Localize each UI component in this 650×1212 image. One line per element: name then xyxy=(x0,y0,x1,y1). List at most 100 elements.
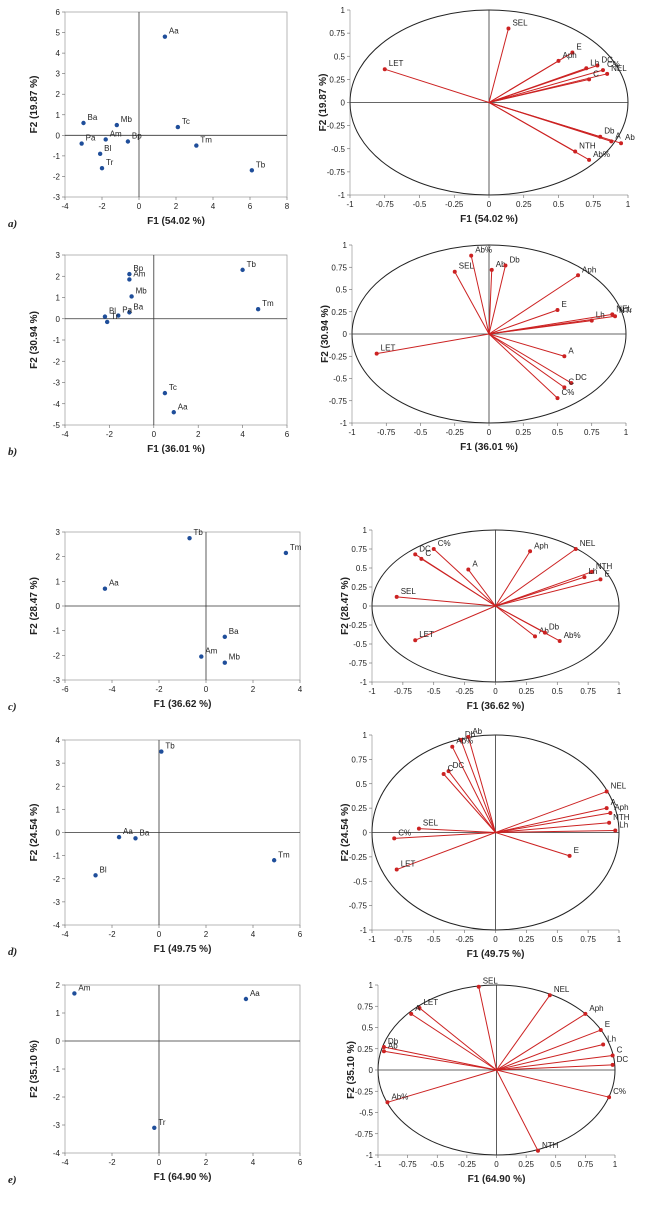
point-label-mb: Mb xyxy=(136,286,148,295)
x-tick-label: 6 xyxy=(285,430,290,439)
y-tick-label: 0.75 xyxy=(357,1002,373,1011)
y-axis-label: F2 (28.47 %) xyxy=(340,577,351,635)
point-label-ab: Ab xyxy=(625,133,635,142)
x-tick-label: -2 xyxy=(108,1158,116,1167)
loading-vector-sel xyxy=(418,828,496,833)
y-tick-label: 0.25 xyxy=(351,583,367,592)
point-label-let: LET xyxy=(423,998,438,1007)
point-label-db: Db xyxy=(509,255,520,264)
y-tick-label: -2 xyxy=(53,651,61,660)
loading-point-ab xyxy=(381,1049,386,1054)
point-label-tc: Tc xyxy=(169,383,177,392)
loading-point-a xyxy=(466,567,471,572)
c-scores-chart: -6 -4 -2 0 2 4 -3 -2 -1 0 1 2 3 F1 (36.62 %) F2 (28.47… xyxy=(8,528,303,713)
point-label-pa: Pa xyxy=(122,306,132,315)
y-tick-label: 1 xyxy=(369,981,374,990)
point-label-c: C xyxy=(593,69,599,78)
point-label-mb: Mb xyxy=(229,653,241,662)
y-tick-label: 4 xyxy=(56,49,61,58)
y-tick-label: 0.25 xyxy=(357,1045,373,1054)
y-axis-label: F2 (35.10 %) xyxy=(346,1041,357,1099)
y-tick-label: 0 xyxy=(363,602,368,611)
x-tick-label: -2 xyxy=(108,930,116,939)
y-tick-label: -0.25 xyxy=(327,122,346,131)
y-tick-label: 0 xyxy=(56,315,61,324)
y-tick-label: 0 xyxy=(56,1037,61,1046)
loading-vector-sel xyxy=(478,986,497,1071)
loading-vector-ab xyxy=(488,102,590,161)
y-axis-label: F2 (19.87 %) xyxy=(29,76,40,134)
x-tick-label: -0.25 xyxy=(456,687,475,696)
point-label-ab: Ab xyxy=(496,260,506,269)
loading-vector-ab xyxy=(495,605,536,637)
score-point-aa xyxy=(171,410,176,415)
loading-vector-c xyxy=(443,773,496,833)
point-label-bp: Bp xyxy=(133,264,143,273)
score-point-am xyxy=(103,137,108,142)
point-label-pa: Pa xyxy=(86,134,96,143)
loading-point-ab xyxy=(619,141,624,146)
point-label-aa: Aa xyxy=(169,27,179,36)
loading-point-sel xyxy=(476,984,481,989)
loading-point-a xyxy=(562,354,567,359)
point-label-tb: Tb xyxy=(256,160,266,169)
score-point-tc xyxy=(162,390,168,396)
y-tick-label: 0 xyxy=(363,829,368,838)
y-tick-label: -1 xyxy=(53,152,61,161)
y-tick-label: 2 xyxy=(56,782,61,791)
x-tick-label: 0 xyxy=(137,202,142,211)
point-label-aph: Aph xyxy=(582,265,596,274)
c-loadings-chart: -1 -0.75 -0.5 -0.25 0 0.25 0.5 0.75 1 -1 -0.75 -0.5… xyxy=(340,526,622,712)
point-label-let: LET xyxy=(381,344,396,353)
plot-frame xyxy=(64,254,288,426)
x-tick-label: -1 xyxy=(368,687,376,696)
y-tick-label: 3 xyxy=(56,70,61,79)
loading-vector-nel xyxy=(495,791,607,833)
score-point-am xyxy=(72,991,77,996)
y-tick-label: -1 xyxy=(360,678,368,687)
point-label-nel: NEL xyxy=(611,782,627,791)
y-tick-label: -0.5 xyxy=(353,877,367,886)
point-label-am: Am xyxy=(133,269,145,278)
loading-vector-let xyxy=(376,333,490,355)
loading-point-ab xyxy=(587,157,592,162)
loading-vector-dc xyxy=(496,1064,613,1071)
y-tick-label: -2 xyxy=(53,875,61,884)
point-label-aph: Aph xyxy=(589,1004,603,1013)
point-label-ba: Ba xyxy=(133,302,143,311)
score-point-bl xyxy=(97,151,103,157)
loading-point-lh xyxy=(582,575,587,580)
point-label-db: Db xyxy=(465,730,476,739)
loading-point-db xyxy=(458,737,463,742)
loading-point-ab xyxy=(533,634,538,639)
y-tick-label: 0.75 xyxy=(351,755,367,764)
x-tick-label: 0.5 xyxy=(553,200,565,209)
point-label-c: C% xyxy=(398,828,411,837)
point-label-sel: SEL xyxy=(512,19,528,28)
loading-point-aph xyxy=(608,811,613,815)
y-tick-label: -3 xyxy=(53,1121,61,1130)
loading-vector-nth xyxy=(495,822,610,833)
point-label-db: Db xyxy=(549,623,560,632)
point-label-lh: Lh xyxy=(619,821,628,830)
loading-vector-ab xyxy=(387,1069,497,1103)
point-label-a: A xyxy=(415,1004,421,1013)
point-label-ab: Ab% xyxy=(391,1092,408,1101)
loading-vector-lh xyxy=(488,67,587,103)
loading-vector-lh xyxy=(495,576,585,607)
score-point-tr xyxy=(104,319,110,325)
point-label-tr: Tr xyxy=(111,312,119,321)
point-label-nel: NEL xyxy=(616,304,632,313)
x-axis-label: F1 (36.01 %) xyxy=(147,444,205,455)
score-point-am xyxy=(199,654,204,659)
panel-label: a) xyxy=(8,218,17,230)
y-tick-label: 3 xyxy=(56,528,61,537)
y-tick-label: -3 xyxy=(53,193,61,202)
loading-point-nel xyxy=(547,993,552,998)
x-tick-label: 0.75 xyxy=(580,935,596,944)
x-tick-label: 1 xyxy=(617,687,622,696)
x-axis-label: F1 (54.02 %) xyxy=(147,216,205,227)
point-label-dc: DC xyxy=(617,1055,629,1064)
loading-point-aph xyxy=(556,58,561,63)
